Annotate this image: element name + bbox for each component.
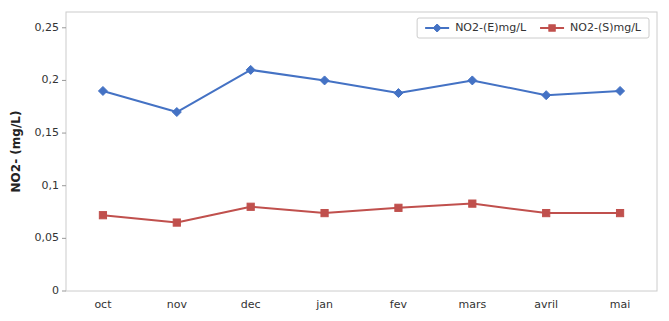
y-tick-label: 0 [52,284,59,297]
y-tick [62,27,66,28]
legend-box [417,18,649,38]
x-tick-label: dec [241,298,261,311]
x-tick-label: jan [315,298,333,311]
point-marker [543,209,550,216]
legend-marker [549,25,555,31]
y-tick [62,291,66,292]
point-marker [247,203,254,210]
point-marker [394,89,403,98]
point-marker [395,204,402,211]
chart: 0 0,05 0,1 0,15 0,2 0,25 oct nov dec jan fev mars av… [0,0,669,321]
x-tick-label: mars [458,298,486,311]
legend-label: NO2-(S)mg/L [570,21,642,34]
point-marker [173,219,180,226]
point-marker [172,108,181,117]
point-marker [469,200,476,207]
point-marker [321,209,328,216]
y-tick [62,133,66,134]
plot-area [98,65,624,226]
legend-label: NO2-(E)mg/L [455,21,527,34]
y-tick [62,238,66,239]
point-marker [320,76,329,85]
series [98,65,624,116]
legend-item: NO2-(E)mg/L [425,21,527,34]
point-marker [616,209,623,216]
y-tick-label: 0,25 [35,21,60,34]
chart-container: 0 0,05 0,1 0,15 0,2 0,25 oct nov dec jan fev mars av… [0,0,669,321]
point-marker [98,86,107,95]
y-tick-label: 0,2 [42,73,60,86]
legend-marker [433,24,441,32]
x-tick-label: oct [94,298,112,311]
plot-frame [66,12,657,291]
point-marker [616,86,625,95]
point-marker [99,212,106,219]
y-axis-label: NO2- (mg/L) [9,111,23,193]
series [99,200,623,226]
y-tick-label: 0,15 [35,126,60,139]
x-tick-label: nov [167,298,188,311]
x-tick-label: fev [390,298,408,311]
x-tick-label: avril [534,298,558,311]
y-tick [62,185,66,186]
axes: 0 0,05 0,1 0,15 0,2 0,25 oct nov dec jan fev mars av… [35,21,631,311]
y-tick-label: 0,05 [35,231,60,244]
x-tick-label: mai [610,298,631,311]
y-tick-label: 0,1 [42,179,60,192]
point-marker [542,91,551,100]
legend: NO2-(E)mg/L NO2-(S)mg/L [417,18,649,38]
legend-item: NO2-(S)mg/L [540,21,642,34]
point-marker [246,65,255,74]
point-marker [468,76,477,85]
y-tick [62,80,66,81]
series-line [103,70,620,112]
